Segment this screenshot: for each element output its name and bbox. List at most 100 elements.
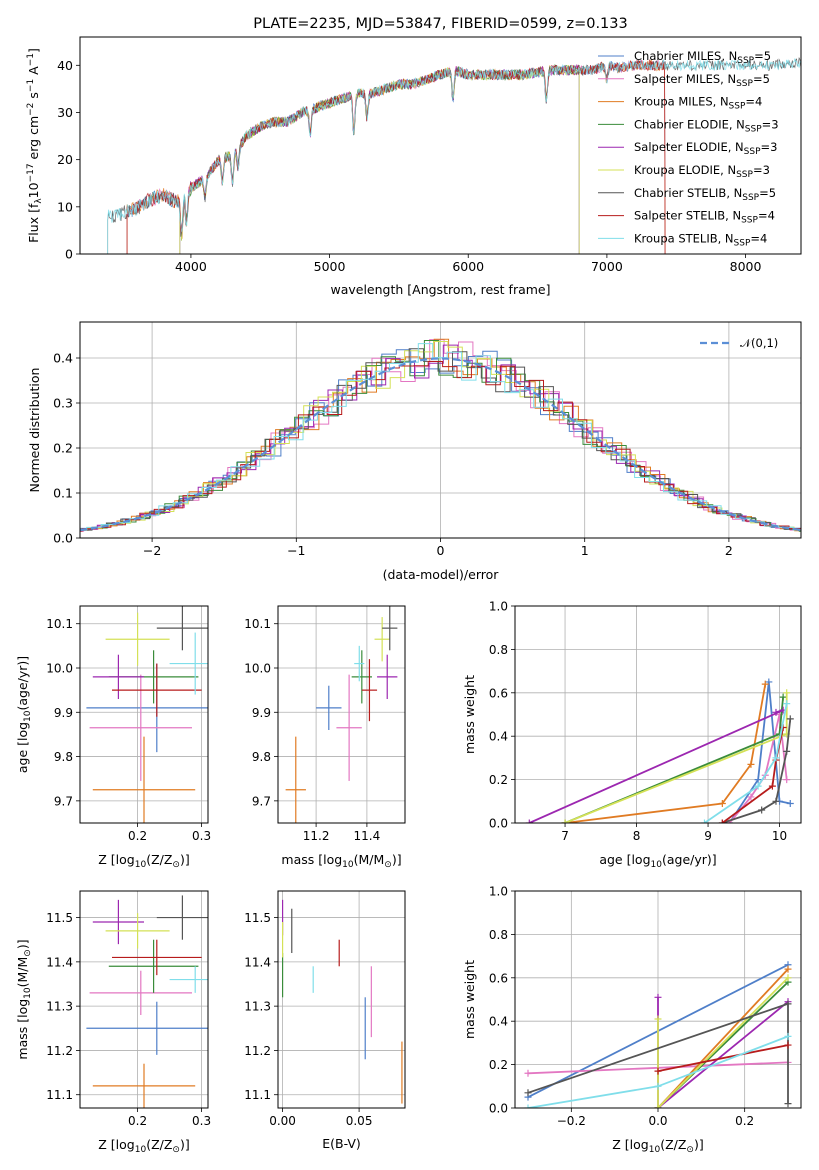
label-segment: =5 — [759, 186, 776, 200]
weight-marker — [700, 819, 708, 823]
weight-line — [703, 703, 788, 823]
grid-lines — [278, 606, 405, 823]
weight-marker — [784, 1000, 792, 1008]
x-axis-label: mass [log10(M/M⊙)] — [281, 852, 401, 870]
label-segment: (age/yr)] — [662, 852, 717, 867]
x-tick-label: 8000 — [730, 259, 762, 274]
y-axis-label: age [log10(age/yr)] — [15, 656, 33, 773]
legend-entry: Chabrier ELODIE, NSSP=3 — [634, 117, 779, 134]
axes-frame — [79, 36, 802, 255]
plot-area — [86, 895, 208, 1108]
weight-marker — [772, 754, 780, 762]
x-axis-label: wavelength [Angstrom, rest frame] — [330, 282, 550, 297]
y-tick-label: 11.5 — [244, 911, 271, 925]
label-segment: Flux [f — [26, 203, 41, 243]
label-segment: 10 — [342, 860, 354, 870]
label-segment: Chabrier MILES, N — [634, 49, 737, 63]
y-axis-label: Normed distribution — [27, 368, 42, 493]
weight-line — [657, 997, 789, 1108]
legend-entry: Chabrier STELIB, NSSP=5 — [634, 186, 776, 203]
legend-entry: Kroupa ELODIE, NSSP=3 — [634, 163, 770, 180]
weight-marker — [772, 708, 780, 716]
x-tick-label: 0.00 — [269, 1114, 296, 1128]
y-tick-label: 9.8 — [252, 750, 271, 764]
weight-marker — [654, 1015, 662, 1023]
label-segment: −2 — [26, 103, 36, 116]
weight-marker — [561, 819, 569, 823]
label-segment: )] — [392, 852, 402, 867]
axes-frame — [79, 605, 209, 824]
spectrum-axes: 4000 5000 6000 7000 8000 0 10 20 30 40 — [57, 36, 802, 274]
plot-area — [281, 899, 403, 1104]
weight-marker — [747, 760, 755, 768]
label-segment: mass [log — [15, 999, 30, 1060]
label-segment: )] — [180, 852, 190, 867]
weight-marker — [747, 793, 755, 801]
legend-entry: Salpeter MILES, NSSP=5 — [634, 72, 770, 89]
y-tick-label: 10 — [57, 199, 73, 214]
y-tick-label: 0.4 — [489, 730, 508, 744]
label-segment: 10 — [651, 860, 663, 870]
label-segment: ⊙ — [686, 1145, 694, 1155]
label-segment: SSP — [741, 216, 758, 226]
x-tick-label: 1 — [581, 543, 589, 558]
label-segment: 10 — [23, 710, 33, 722]
weight-marker — [772, 797, 780, 805]
axes-frame — [514, 605, 802, 824]
x-tick-label: 7000 — [591, 259, 623, 274]
label-segment: erg cm — [26, 116, 41, 164]
weight-marker — [783, 747, 791, 755]
x-tick-label: 0.3 — [192, 829, 211, 843]
label-segment: )] — [694, 1137, 704, 1152]
histogram-step — [80, 338, 801, 532]
legend-entry: Kroupa STELIB, NSSP=4 — [634, 231, 767, 248]
label-segment: mass [log — [281, 852, 342, 867]
y-tick-label: 0.2 — [53, 441, 73, 456]
label-segment: =5 — [753, 72, 770, 86]
weight-marker — [524, 1069, 532, 1077]
x-tick-label: 11.2 — [303, 829, 330, 843]
label-segment: Chabrier ELODIE, N — [634, 117, 745, 131]
y-tick-label: 0.2 — [489, 1058, 508, 1072]
y-axis-label: Flux [fλ10−17 erg cm−2 s−1 A−1] — [26, 48, 44, 243]
y-tick-label: 11.2 — [46, 1044, 73, 1058]
label-segment: =4 — [750, 231, 767, 245]
label-segment: Z [log — [612, 1137, 648, 1152]
x-tick-label: 0 — [437, 543, 445, 558]
y-axis-label: mass weight — [462, 960, 477, 1039]
y-tick-label: 9.7 — [54, 794, 73, 808]
y-tick-label: 0.4 — [53, 351, 73, 366]
label-segment: 10 — [649, 1145, 661, 1155]
y-tick-label: 10.0 — [244, 662, 271, 676]
x-tick-label: 2 — [725, 543, 733, 558]
label-segment: Kroupa ELODIE, N — [634, 163, 736, 177]
label-segment: ⊙ — [172, 1145, 180, 1155]
label-segment: Salpeter MILES, N — [634, 72, 736, 86]
x-axis-label: E(B-V) — [322, 1136, 361, 1151]
x-tick-label: 0.2 — [128, 829, 147, 843]
weight-marker — [784, 974, 792, 982]
weight-marker — [754, 782, 762, 790]
plot-area — [86, 606, 208, 823]
weight-marker — [525, 819, 533, 823]
label-segment: Kroupa STELIB, N — [634, 231, 734, 245]
y-axis-label: mass weight — [462, 675, 477, 754]
legend-entry: 𝒩(0,1) — [740, 336, 778, 350]
label-segment: =3 — [761, 140, 778, 154]
label-segment: age [log — [599, 852, 650, 867]
weight-marker — [718, 799, 726, 807]
weight-line — [564, 683, 767, 823]
label-segment: 10 — [26, 182, 41, 198]
x-axis-label: Z [log10(Z/Z⊙)] — [98, 1137, 189, 1155]
label-segment: =3 — [762, 117, 779, 131]
label-segment: A — [26, 66, 41, 79]
axes-frame — [277, 605, 406, 824]
axes-frame — [514, 890, 802, 1109]
z-weight-axes: −0.2 0.0 0.2 0.0 0.2 0.4 0.6 0.8 1.0 — [489, 885, 802, 1128]
weight-marker — [779, 693, 787, 701]
label-segment: Chabrier STELIB, N — [634, 186, 742, 200]
label-segment: Kroupa MILES, N — [634, 95, 729, 109]
y-tick-label: 9.7 — [252, 794, 271, 808]
axes-frame — [79, 321, 802, 539]
